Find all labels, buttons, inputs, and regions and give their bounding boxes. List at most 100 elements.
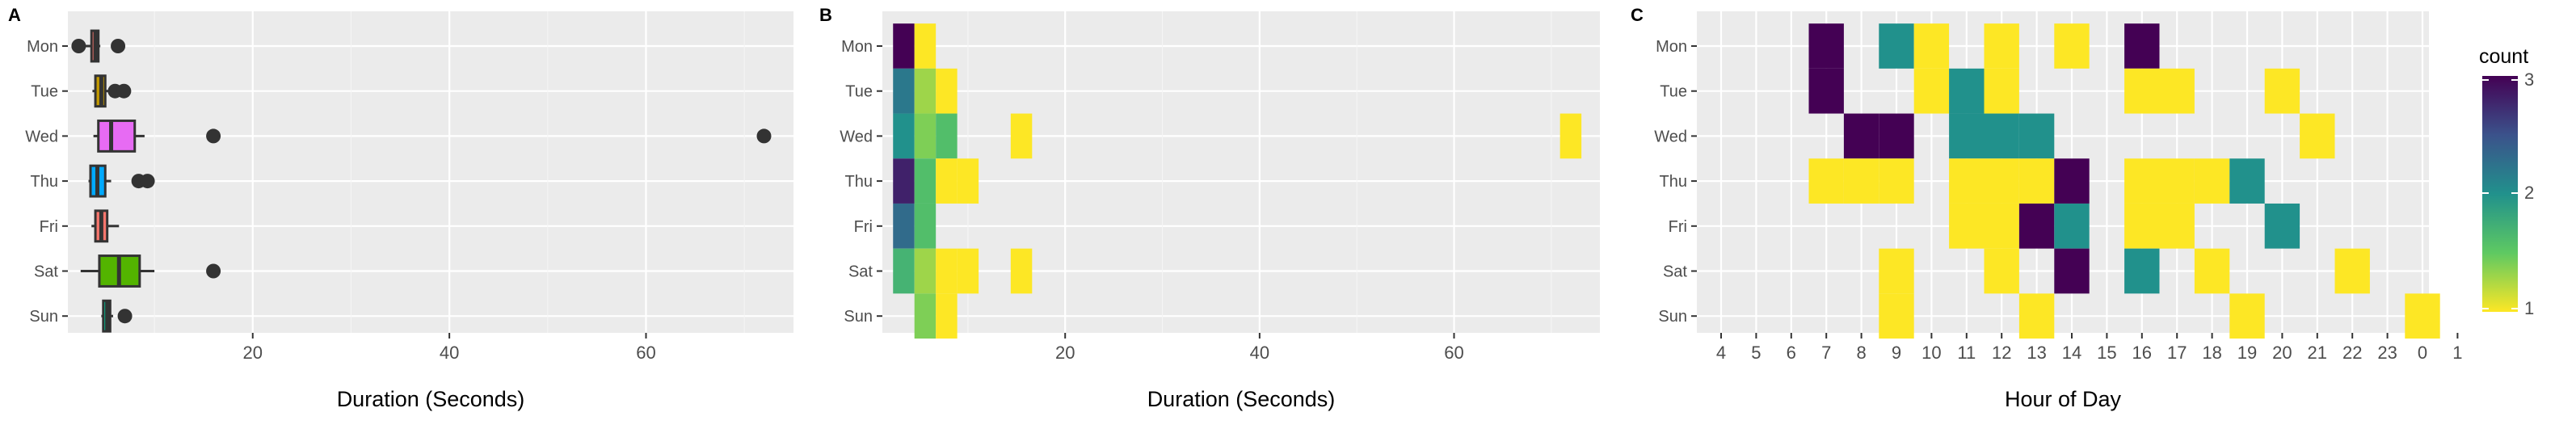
heat-cell [1984, 158, 2019, 204]
panel-a-x-tick-label: 40 [440, 343, 459, 363]
heat-cell [1879, 293, 1914, 339]
panel-c-y-tick-label: Sat [1663, 263, 1687, 281]
heat-cell [914, 203, 937, 249]
heat-cell [1984, 203, 2019, 249]
heat-cell [2229, 158, 2265, 204]
panel-c-label: C [1631, 5, 1644, 25]
heat-cell [2054, 248, 2090, 294]
heat-cell [2194, 158, 2230, 204]
heat-cell [2194, 248, 2230, 294]
panel-c-x-tick-label: 4 [1716, 343, 1726, 363]
heat-cell [1949, 113, 1985, 159]
heat-cell [1949, 158, 1985, 204]
panel-b-y-tick-label: Wed [840, 128, 873, 145]
heat-cell [2159, 203, 2195, 249]
panel-a-y-tick-label: Sat [34, 263, 58, 281]
panel-a-y-tick-label: Thu [31, 173, 58, 191]
panel-c-x-tick-label: 21 [2308, 343, 2327, 363]
panel-a-x-axis-title: Duration (Seconds) [337, 387, 525, 411]
legend-tick-3: 3 [2524, 69, 2534, 90]
heat-cell [2054, 158, 2090, 204]
panel-c-x-tick-label: 5 [1751, 343, 1761, 363]
heat-cell [2300, 113, 2335, 159]
heat-cell [1010, 113, 1033, 159]
panel-b-label: B [819, 5, 832, 25]
heat-cell [914, 68, 937, 114]
heat-cell [1913, 23, 1950, 69]
panel-c-y-tick-label: Tue [1660, 83, 1687, 101]
panel-c-x-axis-title: Hour of Day [2005, 387, 2122, 411]
panel-c-x-tick-label: 6 [1787, 343, 1796, 363]
heat-cell [893, 248, 915, 294]
heat-cell [1913, 68, 1950, 114]
panel-a-y-tick-label: Wed [25, 128, 58, 145]
panel-c-x-tick-label: 18 [2202, 343, 2221, 363]
panel-a-y-tick-label: Sun [29, 308, 58, 326]
heat-cell [2264, 203, 2300, 249]
heat-cell [936, 113, 958, 159]
heat-cell [1879, 158, 1914, 204]
panel-a-boxplot: Mon Tue Wed Thu Fri Sat Sun 20 40 60 Duration (Sec… [25, 11, 793, 411]
heat-cell [893, 203, 915, 249]
panel-c-x-tick-label: 20 [2272, 343, 2292, 363]
panel-b-x-axis-title: Duration (Seconds) [1147, 387, 1336, 411]
heat-cell [914, 23, 937, 69]
panel-a-y-tick-label: Mon [27, 38, 58, 56]
panel-c-x-tick-label: 0 [2418, 343, 2427, 363]
legend-tick-2: 2 [2524, 183, 2534, 203]
heat-cell [914, 293, 937, 339]
heat-cell [1843, 113, 1879, 159]
outlier-point [756, 128, 772, 144]
panel-b-x-tick-label: 40 [1250, 343, 1269, 363]
heat-cell [2018, 293, 2055, 339]
outlier-point [71, 39, 86, 53]
heat-cell [1879, 23, 1914, 69]
heat-cell [2018, 158, 2055, 204]
box-wed [97, 119, 137, 153]
panel-a-y-tick-label: Fri [40, 218, 58, 236]
heat-cell [893, 113, 915, 159]
heat-cell [1984, 113, 2019, 159]
panel-a-x-tick-label: 20 [243, 343, 263, 363]
heat-cell [1808, 23, 1844, 69]
panel-a-x-tick-label: 60 [636, 343, 655, 363]
heat-cell [936, 158, 958, 204]
panel-b-y-tick-label: Thu [845, 173, 873, 191]
panel-b-x-tick-label: 20 [1055, 343, 1075, 363]
panel-c-x-tick-label: 12 [1992, 343, 2011, 363]
panel-c-x-tick-label: 13 [2027, 343, 2046, 363]
panel-c-x-tick-label: 22 [2342, 343, 2362, 363]
heat-cell [2159, 68, 2195, 114]
heat-cell [2124, 248, 2160, 294]
panel-c-x-tick-label: 17 [2167, 343, 2187, 363]
heat-cell [1559, 113, 1582, 159]
panel-b-y-tick-label: Mon [841, 38, 873, 56]
heat-cell [2159, 158, 2195, 204]
panel-c-x-tick-label: 11 [1957, 343, 1976, 363]
panel-c-y-tick-label: Sun [1658, 308, 1687, 326]
heat-cell [1808, 68, 1844, 114]
panel-c-x-tick-label: 7 [1821, 343, 1831, 363]
outlier-point [206, 128, 221, 144]
heat-cell [893, 68, 915, 114]
panel-b-y-tick-label: Sat [848, 263, 873, 281]
panel-c-x-tick-label: 15 [2097, 343, 2116, 363]
heat-cell [2334, 248, 2370, 294]
heat-cell [2018, 113, 2055, 159]
outlier-point [117, 309, 133, 324]
heat-cell [1984, 248, 2019, 294]
panel-b-heatmap: Mon Tue Wed Thu Fri Sat Sun 20 40 60 Duration (Sec… [840, 11, 1600, 411]
heat-cell [2054, 203, 2090, 249]
panel-b-x-tick-label: 60 [1444, 343, 1463, 363]
panel-c-y-tick-label: Wed [1654, 128, 1687, 145]
heat-cell [2124, 203, 2160, 249]
outlier-point [140, 174, 155, 189]
heat-cell [914, 158, 937, 204]
outlier-point [206, 263, 221, 279]
heat-cell [2264, 68, 2300, 114]
heat-cell [914, 113, 937, 159]
heat-cell [2405, 293, 2440, 339]
panel-a-plot-background [68, 11, 793, 333]
